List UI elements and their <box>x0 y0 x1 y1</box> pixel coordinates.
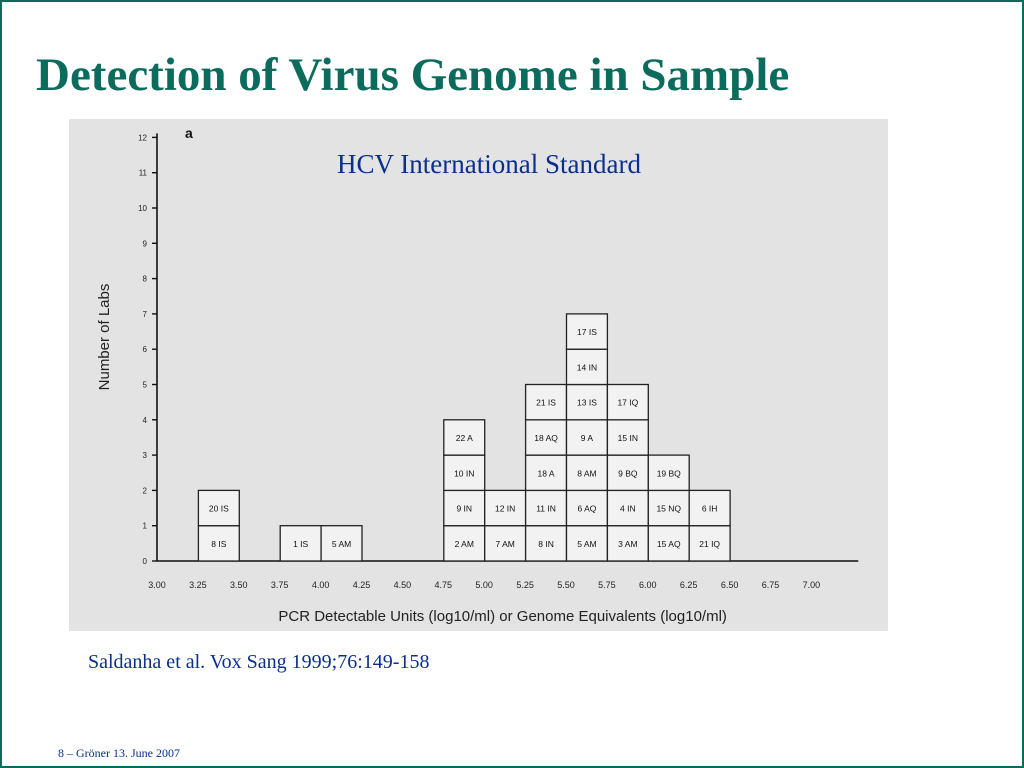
bar-segment <box>647 489 690 527</box>
y-tick-label: 9 <box>143 239 148 248</box>
x-tick-label: 5.00 <box>475 580 493 590</box>
y-tick-label: 12 <box>138 133 147 142</box>
bar-segment-label: 6 AQ <box>577 504 596 514</box>
bar-segment <box>443 525 486 562</box>
y-tick-label: 6 <box>143 345 148 354</box>
bar-segment <box>565 383 609 421</box>
bar-segment-label: 20 IS <box>209 504 229 514</box>
bar-segment-label: 7 AM <box>495 539 514 549</box>
x-tick-label: 5.25 <box>516 580 534 590</box>
x-tick-label: 4.50 <box>394 580 412 590</box>
bar-segment-label: 15 NQ <box>656 504 681 514</box>
bar-segment-label: 8 AM <box>577 468 596 478</box>
bar-segment-label: 8 IN <box>538 539 554 549</box>
y-tick-label: 10 <box>138 204 147 213</box>
bar-segment <box>443 489 486 527</box>
bar-segment-label: 17 IQ <box>617 398 638 408</box>
x-tick-label: 6.75 <box>762 580 780 590</box>
bar-segment-label: 4 IN <box>620 504 636 514</box>
bar-segment <box>606 525 649 562</box>
bar-segment-label: 14 IN <box>577 362 597 372</box>
bar-segment <box>443 454 486 492</box>
x-tick-label: 4.00 <box>312 580 330 590</box>
bar-segment-label: 12 IN <box>495 504 515 514</box>
bar-segment <box>565 489 609 527</box>
bar-segment <box>320 525 363 562</box>
panel-label: a <box>185 125 193 141</box>
x-tick-label: 6.00 <box>639 580 657 590</box>
bar-segment <box>484 525 527 562</box>
bar-segment-label: 3 AM <box>618 539 637 549</box>
y-tick-label: 3 <box>143 451 148 460</box>
bar-segment-label: 11 IN <box>536 504 556 514</box>
y-axis-title: Number of Labs <box>96 284 113 391</box>
y-tick-label: 1 <box>143 522 148 531</box>
bar-segment <box>484 489 527 527</box>
x-tick-label: 3.25 <box>189 580 207 590</box>
chart-title: HCV International Standard <box>337 149 641 179</box>
bar-segment-label: 22 A <box>456 433 473 443</box>
bar-segment <box>279 525 322 562</box>
x-tick-label: 3.50 <box>230 580 248 590</box>
bar-segment <box>197 489 240 527</box>
x-tick-label: 3.75 <box>271 580 289 590</box>
bar-segment-label: 18 A <box>538 468 555 478</box>
bar-segment-label: 21 IQ <box>699 539 720 549</box>
y-tick-label: 8 <box>143 275 148 284</box>
y-tick-label: 11 <box>139 169 148 178</box>
y-tick-label: 5 <box>143 381 148 390</box>
bar-segment-label: 9 BQ <box>618 468 638 478</box>
bar-segment <box>606 454 649 492</box>
bar-segment <box>647 454 690 492</box>
bar-segment-label: 9 IN <box>456 504 472 514</box>
bar-segment-label: 1 IS <box>293 539 308 549</box>
bar-segment <box>565 348 609 386</box>
bar-segment-label: 15 AQ <box>657 539 681 549</box>
x-tick-label: 6.50 <box>721 580 739 590</box>
x-axis-title: PCR Detectable Units (log10/ml) or Genom… <box>278 608 727 625</box>
x-tick-label: 5.75 <box>598 580 616 590</box>
bar-segment <box>688 489 731 527</box>
x-tick-label: 3.00 <box>148 580 166 590</box>
bar-segment-label: 5 AM <box>332 539 351 549</box>
bar-segment-label: 2 AM <box>455 539 474 549</box>
y-tick-label: 2 <box>143 486 148 495</box>
slide-title: Detection of Virus Genome in Sample <box>36 49 790 101</box>
x-tick-label: 4.75 <box>435 580 453 590</box>
x-tick-label: 5.50 <box>557 580 575 590</box>
x-tick-label: 4.25 <box>353 580 371 590</box>
bar-segment-label: 5 AM <box>577 539 596 549</box>
bar-segment <box>647 525 690 562</box>
bar-segment <box>565 313 609 350</box>
citation: Saldanha et al. Vox Sang 1999;76:149-158 <box>88 651 430 673</box>
y-tick-label: 0 <box>143 557 148 566</box>
bar-segment-label: 18 AQ <box>534 433 558 443</box>
x-tick-label: 6.25 <box>680 580 698 590</box>
chart-figure: 0 1 2 3 4 5 6 7 8 9 10 11 12 3.00 3.25 3.50 3.75 4.00 4.25… <box>69 119 888 631</box>
bar-segment <box>524 454 568 492</box>
bar-segment <box>688 525 731 562</box>
y-tick-label: 7 <box>143 310 148 319</box>
bar-segment <box>565 525 609 562</box>
bar-segment-label: 10 IN <box>454 468 474 478</box>
bar-segment-label: 6 IH <box>702 504 718 514</box>
y-tick-label: 4 <box>143 416 148 425</box>
bar-segment <box>524 489 568 527</box>
x-tick-label: 7.00 <box>803 580 821 590</box>
bar-segment <box>443 419 486 456</box>
slide-footer: 8 – Gröner 13. June 2007 <box>58 746 180 760</box>
bar-segment-label: 15 IN <box>618 433 638 443</box>
bar-segment-label: 9 A <box>581 433 594 443</box>
bar-segment-label: 21 IS <box>536 398 556 408</box>
bar-segment-label: 17 IS <box>577 327 597 337</box>
bar-segment-label: 8 IS <box>211 539 226 549</box>
bar-segment <box>524 419 568 456</box>
bar-segment <box>606 383 649 421</box>
bar-segment-label: 19 BQ <box>657 468 681 478</box>
bar-segment <box>524 383 568 421</box>
bar-segment-label: 13 IS <box>577 398 597 408</box>
